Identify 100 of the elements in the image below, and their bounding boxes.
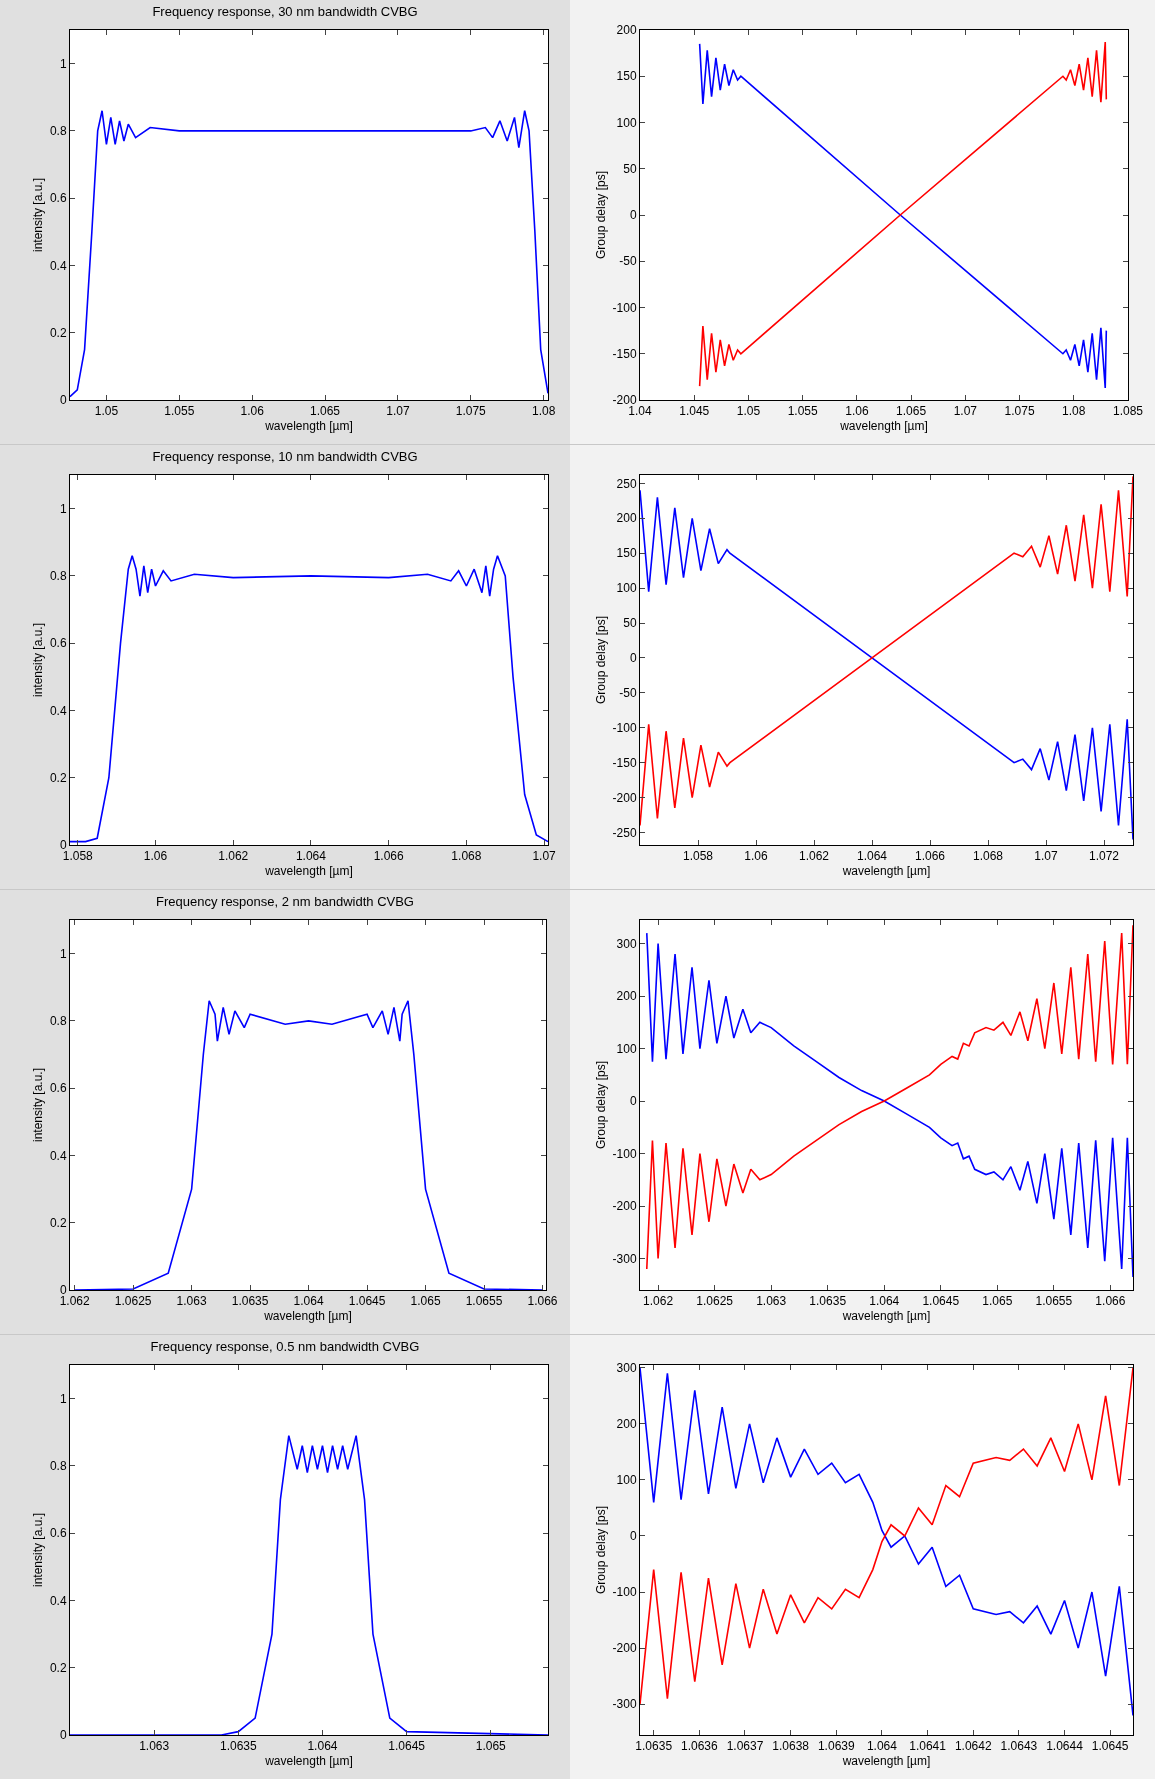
y-tick-label: 0.6 (49, 636, 67, 651)
line-series (73, 999, 544, 1290)
y-tick-label: 0.2 (49, 770, 67, 785)
x-tick-label: 1.064 (307, 1739, 338, 1754)
x-tick-label: 1.072 (1088, 849, 1120, 864)
y-axis-title: Group delay [ps] (593, 170, 608, 260)
y-tick-label: 1 (59, 56, 67, 71)
y-tick-label: -50 (619, 254, 637, 269)
x-tick-label: 1.0636 (680, 1739, 719, 1754)
y-tick-label: -200 (612, 790, 637, 805)
x-tick-label: 1.06 (845, 404, 869, 419)
y-tick-label: 0.8 (49, 124, 67, 139)
y-tick-label: 0.6 (49, 1081, 67, 1096)
x-axis-title: wavelength [µm] (841, 1309, 931, 1324)
y-tick-label: -100 (612, 300, 637, 315)
x-tick-label: 1.065 (896, 404, 927, 419)
x-tick-label: 1.064 (856, 849, 888, 864)
x-tick-label: 1.0645 (922, 1294, 960, 1309)
x-tick-label: 1.063 (176, 1294, 207, 1309)
y-tick-label: 0.8 (49, 1014, 67, 1029)
y-tick-label: 250 (616, 476, 637, 491)
x-tick-label: 1.062 (643, 1294, 674, 1309)
x-tick-label: 1.085 (1112, 404, 1144, 419)
x-tick-label: 1.062 (59, 1294, 91, 1309)
y-tick-label: 200 (616, 511, 637, 526)
y-tick-label: -150 (612, 346, 637, 361)
x-axis-title: wavelength [µm] (263, 1309, 352, 1324)
x-tick-label: 1.075 (455, 404, 487, 419)
y-tick-label: 0.4 (49, 703, 67, 718)
y-tick-label: -50 (619, 686, 637, 701)
y-axis-title: intensity [a.u.] (31, 177, 46, 253)
y-tick-label: 0.8 (49, 569, 67, 584)
x-axis-title: wavelength [µm] (264, 864, 353, 879)
y-tick-label: 200 (616, 23, 637, 38)
x-tick-label: 1.065 (410, 1294, 441, 1309)
x-tick-label: 1.0635 (231, 1294, 269, 1309)
x-tick-label: 1.064 (293, 1294, 324, 1309)
x-tick-label: 1.0625 (114, 1294, 152, 1309)
y-tick-label: 100 (616, 581, 637, 596)
y-tick-label: 0 (59, 393, 67, 408)
chart-title: Frequency response, 30 nm bandwidth CVBG (152, 3, 418, 19)
x-tick-label: 1.065 (310, 404, 341, 419)
y-tick-label: 100 (616, 1041, 637, 1056)
x-tick-label: 1.064 (295, 849, 327, 864)
x-tick-label: 1.062 (798, 849, 830, 864)
x-tick-label: 1.066 (914, 849, 946, 864)
y-axis-title: Group delay [ps] (593, 1060, 608, 1150)
y-tick-label: 0.4 (49, 1148, 67, 1163)
y-tick-label: 0.2 (49, 1660, 67, 1675)
line-series (70, 1434, 548, 1735)
y-tick-label: 0 (629, 1094, 637, 1109)
y-tick-label: -200 (612, 1641, 637, 1656)
line-series (70, 109, 548, 398)
x-tick-label: 1.058 (62, 849, 94, 864)
y-tick-label: 200 (616, 1417, 637, 1432)
x-tick-label: 1.062 (218, 849, 249, 864)
x-tick-label: 1.0644 (1046, 1739, 1084, 1754)
y-tick-label: 1 (59, 946, 67, 961)
y-tick-label: -300 (612, 1251, 637, 1266)
x-axis-title: wavelength [µm] (841, 864, 931, 879)
chart-title: Frequency response, 0.5 nm bandwidth CVBG (150, 1338, 420, 1354)
x-tick-label: 1.068 (972, 849, 1004, 864)
y-tick-label: -100 (612, 1146, 637, 1161)
y-tick-label: 0.6 (49, 191, 67, 206)
x-tick-label: 1.066 (527, 1294, 558, 1309)
x-tick-label: 1.06 (744, 849, 768, 864)
x-tick-label: 1.06 (240, 404, 265, 419)
line-series (70, 554, 548, 843)
y-tick-label: 0.4 (49, 258, 67, 273)
y-tick-label: 0.2 (49, 1215, 67, 1230)
x-tick-label: 1.0637 (726, 1739, 764, 1754)
x-tick-label: 1.065 (982, 1294, 1013, 1309)
y-tick-label: 150 (616, 546, 637, 561)
y-tick-label: 0.8 (49, 1459, 67, 1474)
x-tick-label: 1.0643 (1000, 1739, 1038, 1754)
y-axis-title: intensity [a.u.] (31, 1512, 46, 1588)
x-tick-label: 1.058 (682, 849, 714, 864)
x-tick-label: 1.0641 (909, 1739, 947, 1754)
x-tick-label: 1.08 (531, 404, 556, 419)
x-tick-label: 1.063 (756, 1294, 787, 1309)
y-axis-title: intensity [a.u.] (31, 622, 46, 698)
x-tick-label: 1.055 (787, 404, 819, 419)
y-axis-title: Group delay [ps] (593, 1505, 608, 1595)
x-tick-label: 1.065 (475, 1739, 507, 1754)
y-tick-label: -100 (612, 1585, 637, 1600)
y-tick-label: 200 (616, 989, 637, 1004)
x-tick-label: 1.05 (94, 404, 119, 419)
x-tick-label: 1.0635 (635, 1739, 673, 1754)
x-tick-label: 1.07 (1034, 849, 1058, 864)
x-tick-label: 1.0635 (809, 1294, 847, 1309)
x-tick-label: 1.0638 (772, 1739, 810, 1754)
y-axis-title: intensity [a.u.] (31, 1067, 46, 1143)
x-axis-title: wavelength [µm] (839, 419, 928, 434)
y-axis-title: Group delay [ps] (593, 615, 608, 705)
y-tick-label: 100 (616, 115, 637, 130)
x-tick-label: 1.0645 (348, 1294, 386, 1309)
y-tick-label: -200 (612, 1199, 637, 1214)
x-tick-label: 1.045 (679, 404, 710, 419)
y-tick-label: 0 (59, 1728, 67, 1743)
x-tick-label: 1.05 (736, 404, 761, 419)
